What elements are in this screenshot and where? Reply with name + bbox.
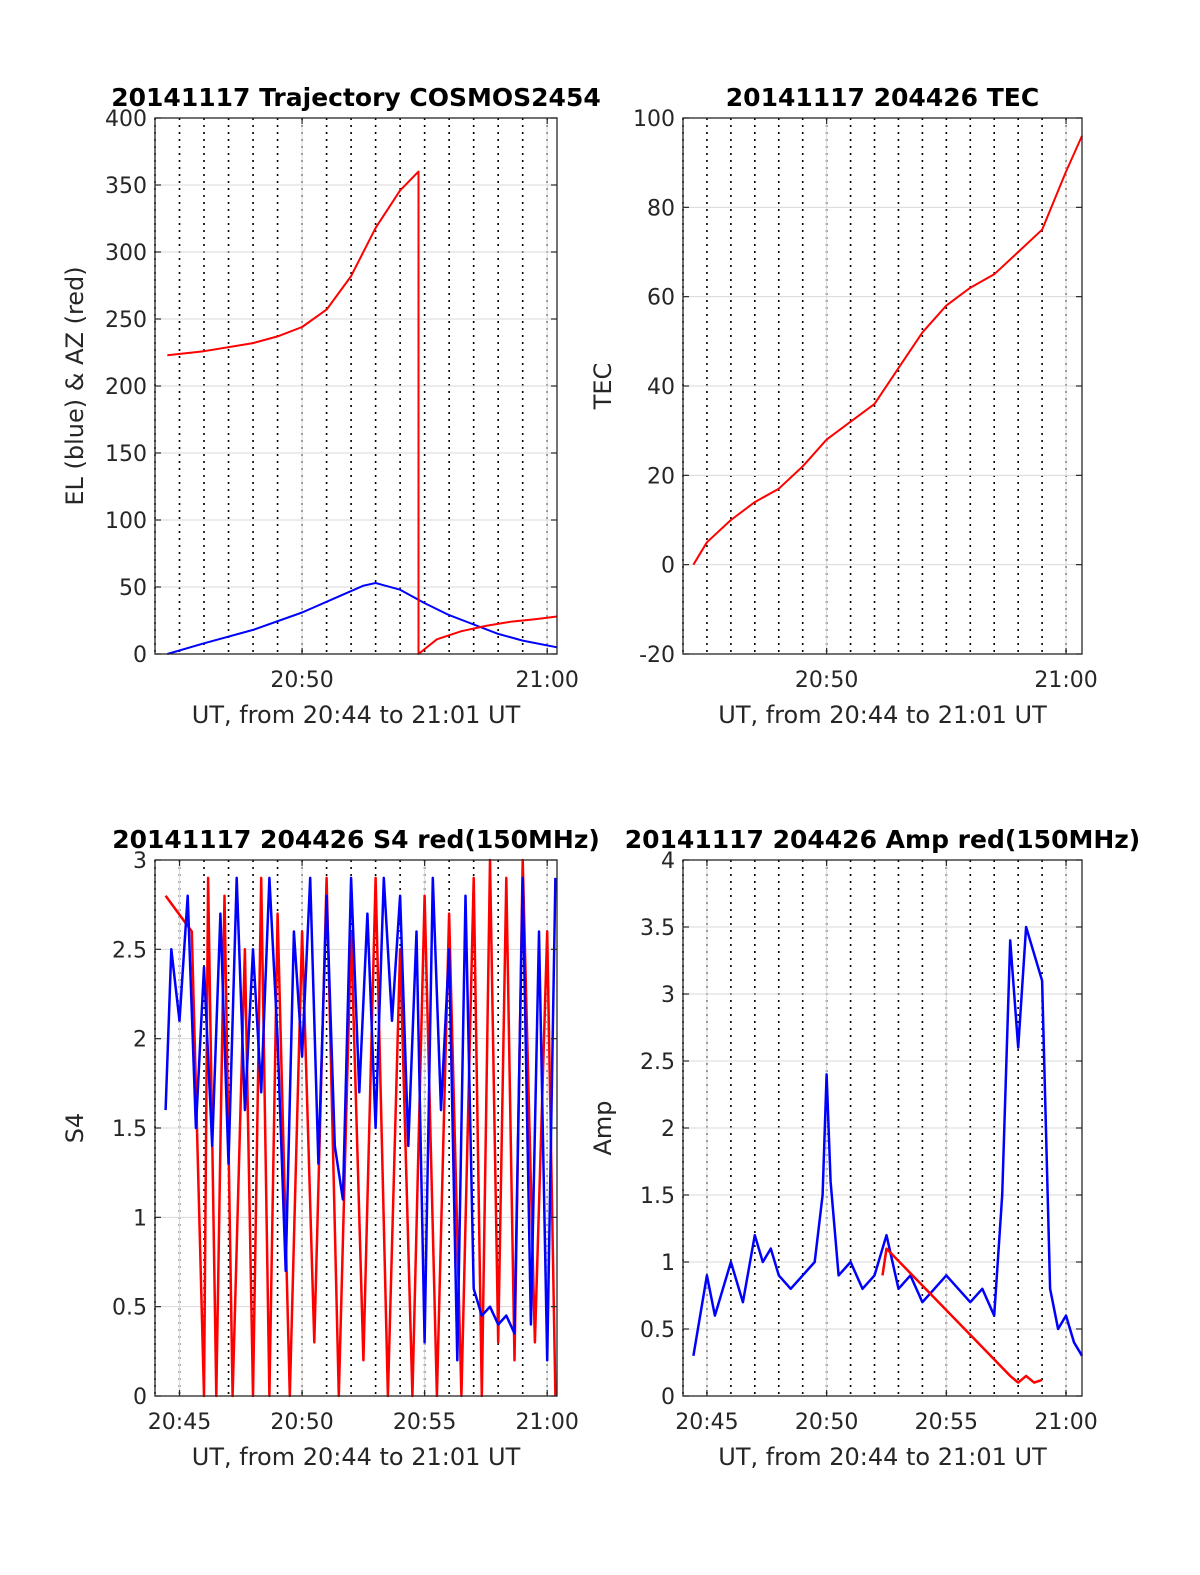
y-tick-label: 2 bbox=[133, 1028, 147, 1053]
chart-1: 0 50 100 150 200 250 300 350 400 20:50 21:00 201411… bbox=[61, 83, 601, 729]
y-tick-label: 2.5 bbox=[112, 938, 147, 963]
y-tick-label: 0.5 bbox=[640, 1318, 675, 1343]
chart-title: 20141117 204426 TEC bbox=[726, 83, 1039, 112]
y-tick-label: 4 bbox=[661, 849, 675, 874]
y-tick-label: 80 bbox=[647, 196, 675, 221]
x-tick-label: 21:00 bbox=[1034, 668, 1097, 693]
y-tick-label: 250 bbox=[105, 308, 147, 333]
x-tick-label: 20:45 bbox=[675, 1410, 738, 1435]
y-axis-label: S4 bbox=[61, 1113, 89, 1144]
y-tick-label: 3.5 bbox=[640, 916, 675, 941]
y-axis-label: Amp bbox=[589, 1100, 617, 1155]
x-tick-label: 20:45 bbox=[148, 1410, 211, 1435]
x-tick-label: 20:50 bbox=[795, 668, 858, 693]
x-tick-label: 20:50 bbox=[270, 668, 333, 693]
y-tick-label: 100 bbox=[105, 509, 147, 534]
y-tick-label: 3 bbox=[661, 983, 675, 1008]
series-line-1 bbox=[692, 925, 1084, 1357]
y-tick-label: 150 bbox=[105, 442, 147, 467]
y-tick-label: 60 bbox=[647, 286, 675, 311]
series-line-1 bbox=[167, 582, 558, 655]
x-tick-label: 21:00 bbox=[515, 1410, 578, 1435]
y-tick-label: 1.5 bbox=[112, 1117, 147, 1142]
y-tick-label: 3 bbox=[133, 849, 147, 874]
y-axis-label: TEC bbox=[589, 363, 617, 411]
x-axis-label: UT, from 20:44 to 21:01 UT bbox=[718, 1443, 1047, 1471]
x-tick-label: 21:00 bbox=[1034, 1410, 1097, 1435]
y-tick-label: 1.5 bbox=[640, 1184, 675, 1209]
y-tick-label: 400 bbox=[105, 107, 147, 132]
series-line-2 bbox=[164, 876, 557, 1362]
y-tick-label: 40 bbox=[647, 375, 675, 400]
y-tick-label: 0.5 bbox=[112, 1296, 147, 1321]
y-tick-label: 0 bbox=[661, 554, 675, 579]
y-tick-label: 2.5 bbox=[640, 1050, 675, 1075]
y-tick-label: 100 bbox=[633, 107, 675, 132]
y-tick-label: 0 bbox=[661, 1385, 675, 1410]
x-axis-label: UT, from 20:44 to 21:01 UT bbox=[192, 1443, 521, 1471]
y-tick-label: 350 bbox=[105, 174, 147, 199]
x-tick-label: 20:55 bbox=[393, 1410, 456, 1435]
x-tick-label: 20:50 bbox=[270, 1410, 333, 1435]
chart-title: 20141117 Trajectory COSMOS2454 bbox=[111, 83, 601, 112]
y-tick-label: 20 bbox=[647, 464, 675, 489]
y-tick-label: 50 bbox=[119, 576, 147, 601]
series-line-1 bbox=[692, 135, 1083, 566]
chart-title: 20141117 204426 S4 red(150MHz) bbox=[112, 825, 600, 854]
x-axis-label: UT, from 20:44 to 21:01 UT bbox=[718, 701, 1047, 729]
x-tick-label: 20:50 bbox=[795, 1410, 858, 1435]
chart-3: 0 0.5 1 1.5 2 2.5 3 20:45 20:50 20:55 21:00 2014111… bbox=[61, 825, 600, 1471]
chart-title: 20141117 204426 Amp red(150MHz) bbox=[625, 825, 1141, 854]
y-tick-label: -20 bbox=[639, 643, 675, 668]
y-axis-label: EL (blue) & AZ (red) bbox=[61, 266, 89, 505]
x-tick-label: 20:55 bbox=[915, 1410, 978, 1435]
y-tick-label: 200 bbox=[105, 375, 147, 400]
x-tick-label: 21:00 bbox=[515, 668, 578, 693]
y-tick-label: 0 bbox=[133, 1385, 147, 1410]
chart-4: 0 0.5 1 1.5 2 2.5 3 3.5 4 20:45 20:50 20:55 21:00 201… bbox=[589, 825, 1140, 1471]
y-tick-label: 2 bbox=[661, 1117, 675, 1142]
x-axis-label: UT, from 20:44 to 21:01 UT bbox=[192, 701, 521, 729]
chart-2: -20 0 20 40 60 80 100 20:50 21:00 20141117 204426… bbox=[589, 83, 1098, 729]
y-tick-label: 1 bbox=[661, 1251, 675, 1276]
y-tick-label: 300 bbox=[105, 241, 147, 266]
y-tick-label: 0 bbox=[133, 643, 147, 668]
y-tick-label: 1 bbox=[133, 1206, 147, 1231]
series-line-2 bbox=[167, 170, 558, 655]
series-line-2 bbox=[881, 1247, 1043, 1384]
